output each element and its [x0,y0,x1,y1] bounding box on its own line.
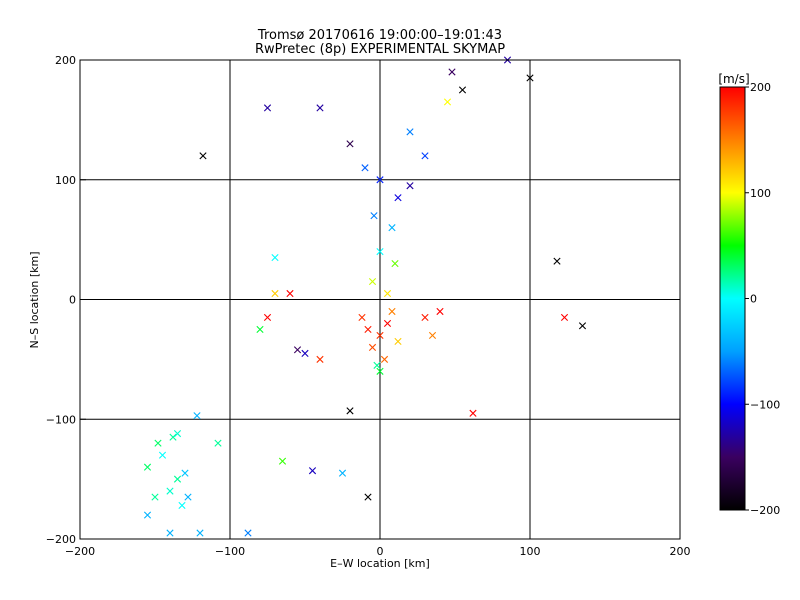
y-axis-ticks: −200 −100 0 100 200 [46,54,86,546]
data-point [526,74,534,82]
data-point [181,469,189,477]
data-point [151,493,159,501]
data-point [368,277,377,286]
data-point [244,529,252,537]
data-point [286,289,294,298]
chart-subtitle: RwPretec (8p) EXPERIMENTAL SKYMAP [255,42,505,57]
data-points [143,56,587,537]
colorbar-tick-label: −100 [750,398,780,411]
data-point [364,493,372,501]
y-tick-label: −200 [46,533,76,546]
data-point [364,325,372,334]
data-point [376,176,384,184]
data-point [184,493,192,501]
data-point [391,259,399,268]
x-axis-ticks: −200 −100 0 100 200 [65,533,691,558]
data-point [553,257,561,265]
data-point [196,529,204,537]
colorbar-tick-label: −200 [750,504,780,517]
y-tick-label: 100 [55,174,76,187]
data-point [394,194,402,202]
x-tick-label: 200 [670,545,691,558]
data-point [443,98,452,106]
data-point [263,313,272,322]
data-point [376,331,384,340]
data-point [316,104,324,112]
data-point [406,128,414,136]
data-point [383,289,392,298]
data-point [376,248,384,256]
data-point [338,469,347,477]
data-point [271,289,279,298]
colorbar [719,86,746,511]
data-point [373,361,381,369]
data-point [178,501,186,510]
data-point [383,319,392,328]
colorbar-tick-label: 0 [750,293,757,306]
x-tick-label: −200 [65,545,95,558]
data-point [158,451,167,459]
data-point [166,529,174,537]
data-point [388,307,396,316]
data-point [428,331,437,340]
x-tick-label: 100 [520,545,541,558]
data-point [169,433,177,441]
data-point [370,212,378,220]
data-point [560,313,569,322]
data-point [458,86,467,94]
data-point [271,253,279,262]
data-point [256,325,264,334]
data-point [388,224,396,232]
data-point [346,140,354,148]
data-point [166,487,174,495]
y-axis-label: N–S location [km] [28,251,41,348]
data-point [154,439,162,447]
data-point [316,355,324,363]
x-tick-label: 0 [377,545,384,558]
data-point [263,104,272,112]
data-point [358,313,366,322]
data-point [346,407,354,415]
data-point [143,511,152,519]
data-point [214,439,222,447]
data-point [193,412,201,420]
y-tick-label: −100 [46,413,76,426]
y-tick-label: 0 [69,294,76,307]
data-point [376,367,384,375]
chart-title: Tromsø 20170616 19:00:00–19:01:43 [257,28,502,43]
data-point [436,307,444,316]
data-point [421,152,429,160]
data-point [578,322,587,330]
data-point [380,355,389,363]
colorbar-ticks: 200 100 0 −100 −200 [745,81,780,517]
data-point [448,68,456,76]
data-point [278,457,287,465]
colorbar-tick-label: 100 [750,187,771,200]
y-tick-label: 200 [55,54,76,67]
data-point [394,337,402,346]
data-point [301,349,309,357]
x-axis-label: E–W location [km] [330,557,430,570]
data-point [199,152,207,160]
data-point [421,313,429,322]
data-point [143,463,152,471]
data-point [173,475,182,483]
data-point [293,346,302,354]
data-point [308,467,317,475]
data-point [368,343,377,351]
data-point [406,182,414,190]
x-tick-label: −100 [215,545,245,558]
data-point [361,164,369,172]
colorbar-unit-label: [m/s] [718,72,749,86]
data-point [173,430,182,438]
colorbar-tick-label: 200 [750,81,771,94]
data-point [469,409,477,417]
